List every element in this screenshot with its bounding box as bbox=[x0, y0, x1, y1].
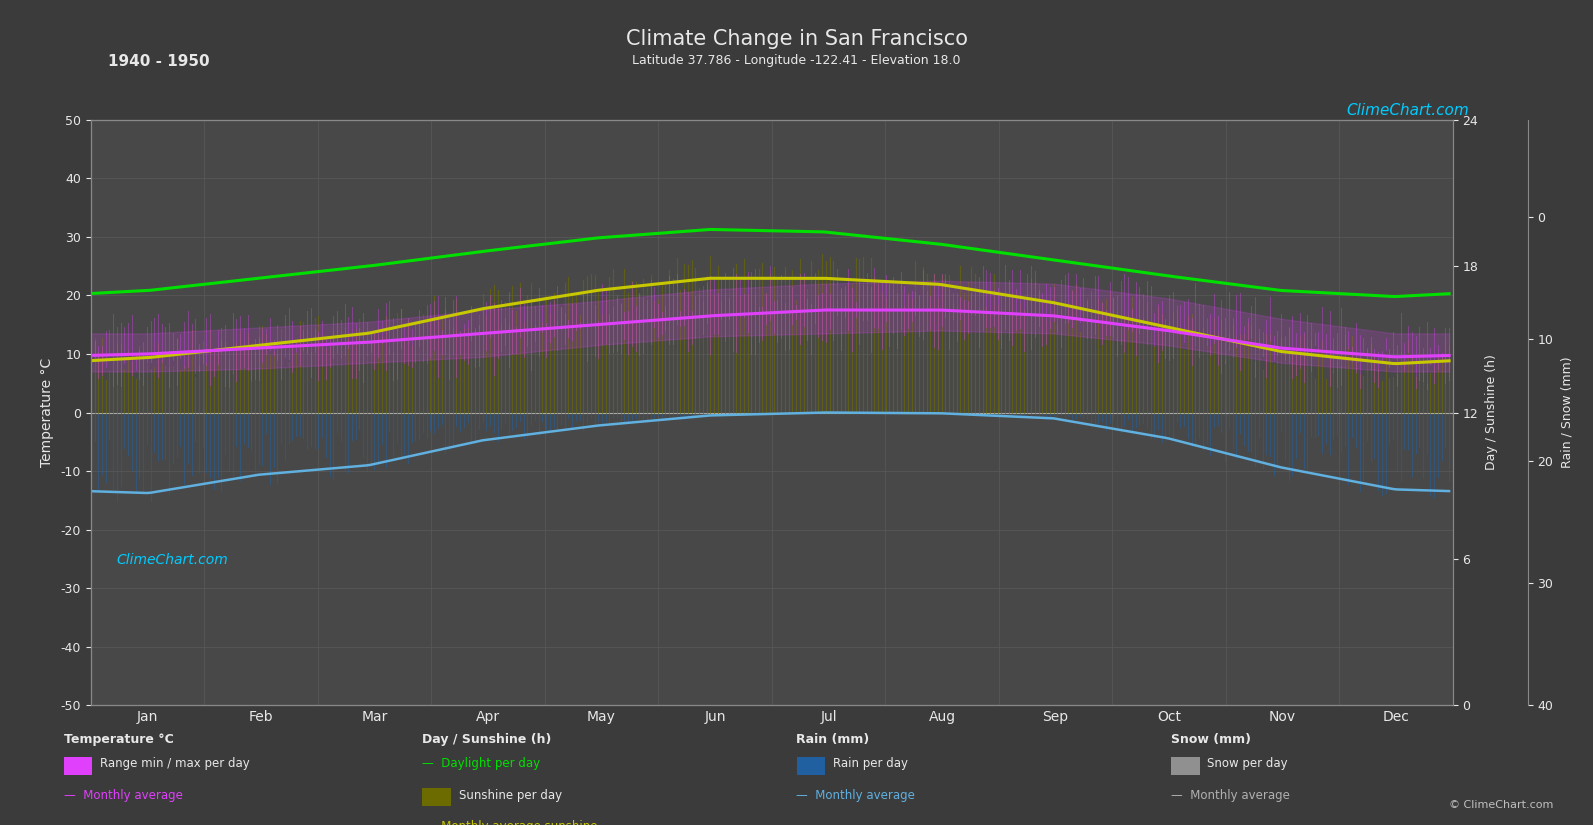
Text: ClimeChart.com: ClimeChart.com bbox=[116, 553, 228, 567]
Text: Rain (mm): Rain (mm) bbox=[796, 733, 870, 746]
Text: ClimeChart.com: ClimeChart.com bbox=[1346, 103, 1469, 118]
Text: Temperature °C: Temperature °C bbox=[64, 733, 174, 746]
Text: —  Monthly average: — Monthly average bbox=[796, 789, 916, 802]
Text: © ClimeChart.com: © ClimeChart.com bbox=[1448, 800, 1553, 810]
Text: Day / Sunshine (h): Day / Sunshine (h) bbox=[422, 733, 551, 746]
Text: Latitude 37.786 - Longitude -122.41 - Elevation 18.0: Latitude 37.786 - Longitude -122.41 - El… bbox=[632, 54, 961, 67]
Text: —  Daylight per day: — Daylight per day bbox=[422, 757, 540, 771]
Text: —  Monthly average sunshine: — Monthly average sunshine bbox=[422, 820, 597, 825]
Text: 1940 - 1950: 1940 - 1950 bbox=[108, 54, 210, 68]
Text: Rain per day: Rain per day bbox=[833, 757, 908, 771]
Text: Sunshine per day: Sunshine per day bbox=[459, 789, 562, 802]
Y-axis label: Temperature °C: Temperature °C bbox=[40, 358, 54, 467]
Y-axis label: Rain / Snow (mm): Rain / Snow (mm) bbox=[1560, 356, 1574, 469]
Text: —  Monthly average: — Monthly average bbox=[1171, 789, 1290, 802]
Text: Snow (mm): Snow (mm) bbox=[1171, 733, 1251, 746]
Text: —  Monthly average: — Monthly average bbox=[64, 789, 183, 802]
Y-axis label: Day / Sunshine (h): Day / Sunshine (h) bbox=[1485, 355, 1499, 470]
Text: Range min / max per day: Range min / max per day bbox=[100, 757, 250, 771]
Text: Snow per day: Snow per day bbox=[1207, 757, 1289, 771]
Text: Climate Change in San Francisco: Climate Change in San Francisco bbox=[626, 29, 967, 49]
